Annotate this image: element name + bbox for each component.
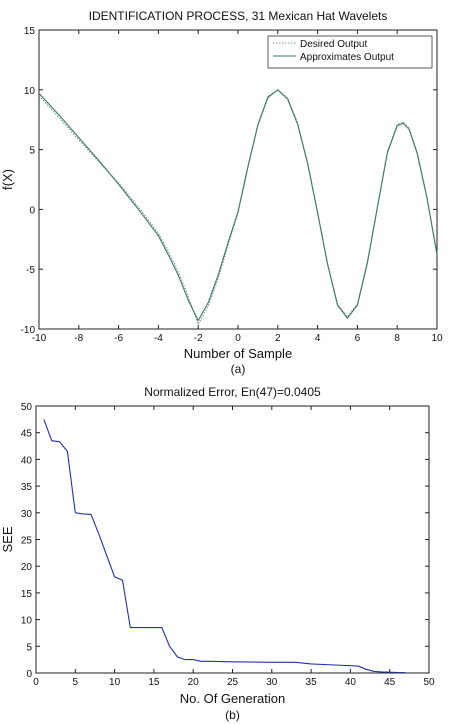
legend-box bbox=[267, 35, 433, 69]
chart-normalized-error: 0 5 10 15 20 25 30 35 40 45 50 0 5 10 15 20 25 30 35 40 45 50… bbox=[0, 385, 435, 722]
x-tick-label: 50 bbox=[423, 677, 435, 688]
plot-frame bbox=[38, 29, 438, 330]
x-axis-label: No. Of Generation bbox=[180, 691, 286, 706]
x-tick-label: 5 bbox=[73, 677, 79, 688]
y-tick-label: -5 bbox=[26, 265, 35, 276]
x-tick-label: 6 bbox=[355, 333, 361, 344]
x-tick-label: 10 bbox=[109, 677, 121, 688]
y-tick-label: 15 bbox=[21, 589, 33, 600]
x-tick-label: 15 bbox=[148, 677, 160, 688]
x-tick-label: 25 bbox=[227, 677, 239, 688]
y-tick-label: 20 bbox=[21, 562, 33, 573]
x-tick-label: -2 bbox=[194, 333, 203, 344]
x-axis-label: Number of Sample bbox=[184, 346, 292, 361]
x-tick-label: -8 bbox=[74, 333, 83, 344]
x-tick-label: 35 bbox=[306, 677, 318, 688]
x-tick-label: 10 bbox=[431, 333, 443, 344]
y-axis-label: f(X) bbox=[0, 169, 15, 190]
y-tick-label: 45 bbox=[21, 429, 33, 440]
x-tick-label: 20 bbox=[188, 677, 200, 688]
y-tick-label: -10 bbox=[21, 325, 36, 336]
y-tick-label: 40 bbox=[21, 455, 33, 466]
chart-title: IDENTIFICATION PROCESS, 31 Mexican Hat W… bbox=[89, 9, 388, 23]
x-tick-label: 8 bbox=[394, 333, 400, 344]
x-tick-label: -4 bbox=[154, 333, 163, 344]
series-line-1 bbox=[38, 89, 438, 322]
panel-caption: (a) bbox=[231, 362, 246, 376]
plot-frame bbox=[35, 405, 430, 674]
series-line-0 bbox=[43, 419, 406, 674]
y-axis-label: SEE bbox=[0, 526, 15, 552]
x-tick-label: 0 bbox=[235, 333, 241, 344]
y-tick-label: 30 bbox=[21, 509, 33, 520]
x-tick-label: 45 bbox=[384, 677, 396, 688]
y-tick-label: 25 bbox=[21, 536, 33, 547]
x-tick-label: 2 bbox=[275, 333, 281, 344]
y-tick-label: 10 bbox=[24, 86, 36, 97]
y-tick-label: 15 bbox=[24, 26, 36, 37]
panel-caption: (b) bbox=[225, 708, 240, 722]
y-tick-label: 35 bbox=[21, 482, 33, 493]
y-tick-label: 0 bbox=[26, 669, 32, 680]
y-tick-label: 50 bbox=[21, 402, 33, 413]
x-tick-label: 4 bbox=[315, 333, 321, 344]
chart-title: Normalized Error, En(47)=0.0405 bbox=[144, 385, 321, 399]
x-tick-label: -10 bbox=[32, 333, 47, 344]
chart-identification: -10 -8 -6 -4 -2 0 2 4 6 8 10 -10 -5 0 5 10 15 IDENTIFICAT… bbox=[0, 9, 443, 376]
y-tick-label: 5 bbox=[26, 642, 32, 653]
y-tick-label: 10 bbox=[21, 616, 33, 627]
legend-label-1: Approximates Output bbox=[300, 52, 394, 63]
x-tick-label: 0 bbox=[33, 677, 39, 688]
y-tick-label: 0 bbox=[29, 205, 35, 216]
x-tick-label: 40 bbox=[345, 677, 357, 688]
x-tick-label: -6 bbox=[114, 333, 123, 344]
legend-label-0: Desired Output bbox=[300, 39, 367, 50]
x-tick-label: 30 bbox=[266, 677, 278, 688]
y-tick-label: 5 bbox=[29, 146, 35, 157]
